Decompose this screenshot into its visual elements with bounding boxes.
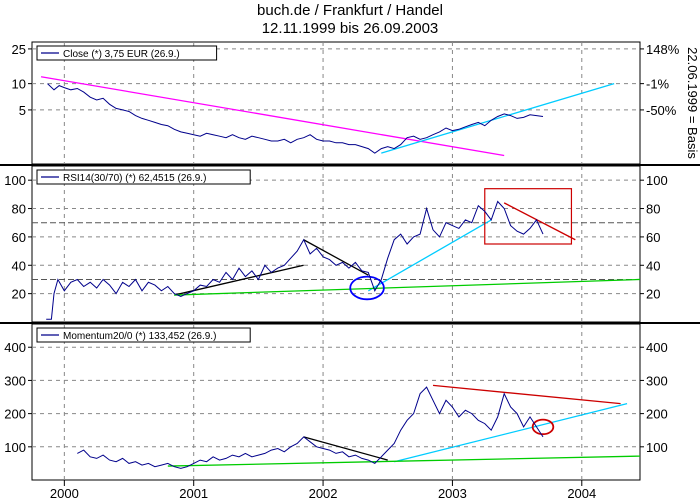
y-tick-label: 20 — [12, 287, 26, 302]
highlight-ellipse — [349, 275, 385, 301]
y-tick-label: 60 — [12, 230, 26, 245]
y-tick-label-right: 200 — [646, 407, 668, 422]
y-tick-label: 100 — [4, 173, 26, 188]
y-tick-label-right: 100 — [646, 173, 668, 188]
y-tick-label-right: 80 — [646, 202, 660, 217]
y-tick-label-right: 60 — [646, 230, 660, 245]
y-tick-label-right: 100 — [646, 440, 668, 455]
series-line — [46, 200, 544, 320]
y-tick-label-right: 300 — [646, 373, 668, 388]
trendline-black — [303, 239, 369, 276]
chart-title: buch.de / Frankfurt / Handel — [257, 2, 443, 19]
y-tick-label-right: -50% — [646, 103, 677, 118]
legend-label: RSI14(30/70) (*) 62,4515 (26.9.) — [63, 173, 206, 184]
y-tick-label: 5 — [19, 103, 26, 118]
y-tick-label: 80 — [12, 202, 26, 217]
trendline-cyan — [394, 403, 628, 463]
trendline-green — [174, 278, 640, 296]
y-tick-label: 100 — [4, 440, 26, 455]
trendline-cyan — [381, 83, 615, 154]
legend-box — [36, 45, 218, 61]
series-line — [47, 83, 544, 154]
trendline-magenta — [40, 76, 505, 157]
right-axis-label: 22.06.1999 = Basis — [685, 47, 700, 159]
y-tick-label: 400 — [4, 340, 26, 355]
legend-box — [36, 169, 251, 185]
x-tick-label: 2000 — [50, 486, 79, 500]
x-tick-label: 2004 — [567, 486, 596, 500]
y-tick-label: 40 — [12, 258, 26, 273]
series-line — [77, 386, 544, 469]
y-tick-label-right: -1% — [646, 77, 670, 92]
legend-label: Close (*) 3,75 EUR (26.9.) — [63, 49, 180, 60]
y-tick-label-right: 400 — [646, 340, 668, 355]
plot-area — [77, 384, 640, 469]
y-tick-label-right: 40 — [646, 258, 660, 273]
trendline-black — [174, 264, 304, 296]
y-tick-label-right: 20 — [646, 287, 660, 302]
chart-subtitle: 12.11.1999 bis 26.09.2003 — [261, 20, 439, 37]
legend-box — [36, 327, 251, 343]
x-tick-label: 2002 — [309, 486, 338, 500]
y-tick-label: 200 — [4, 407, 26, 422]
y-tick-label: 10 — [12, 77, 26, 92]
trendline-cyan — [368, 219, 492, 292]
legend-label: Momentum20/0 (*) 133,452 (26.9.) — [63, 331, 216, 342]
plot-area — [40, 76, 615, 157]
y-tick-label-right: 148% — [646, 42, 680, 57]
plot-area — [46, 188, 640, 320]
x-tick-label: 2001 — [179, 486, 208, 500]
y-tick-label: 300 — [4, 373, 26, 388]
trendline-red — [503, 202, 576, 241]
y-tick-label: 25 — [12, 42, 26, 57]
x-tick-label: 2003 — [438, 486, 467, 500]
trendline-black — [303, 436, 388, 461]
trendline-green — [167, 455, 640, 467]
trendline-red — [432, 384, 621, 405]
highlight-rect — [484, 188, 573, 245]
highlight-ellipse — [531, 418, 555, 436]
